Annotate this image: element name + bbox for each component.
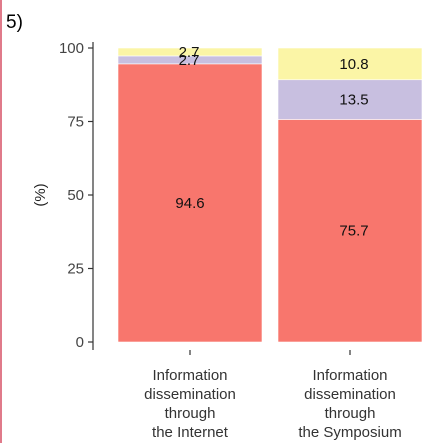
y-axis: 0 25 50 75 100 (59, 40, 351, 355)
category-label-line: Information (312, 367, 387, 384)
data-label: 13.5 (339, 91, 368, 108)
category-label: Information dissemination through the Inter… (144, 367, 236, 441)
data-label: 2.7 (179, 52, 200, 69)
y-tick-label: 50 (67, 187, 84, 204)
category-label-line: dissemination (304, 386, 396, 403)
data-label: 2.7 (179, 44, 200, 61)
data-label: 94.6 (175, 195, 204, 212)
y-tick-label: 25 (67, 261, 84, 278)
bar-segment (277, 47, 423, 81)
y-tick-label: 0 (76, 334, 84, 351)
bar-segment (277, 119, 423, 343)
category-labels-layer: Information dissemination through the Inter… (144, 367, 402, 441)
data-labels-layer: 94.6 2.72.7 75.7 13.5 10.8 (175, 44, 368, 240)
category-label-line: Information (152, 367, 227, 384)
category-label-line: the Internet (152, 424, 229, 441)
category-label-line: through (325, 405, 376, 422)
y-tick-label: 100 (59, 40, 84, 57)
bars-layer (117, 47, 423, 343)
bar-segment (117, 47, 263, 57)
panel-label: 5) (6, 12, 23, 33)
y-tick-label: 75 (67, 114, 84, 131)
category-label-line: through (165, 405, 216, 422)
category-label: Information dissemination through the Sympo… (298, 367, 401, 441)
data-label: 10.8 (339, 56, 368, 73)
category-label-line: dissemination (144, 386, 236, 403)
category-label-line: the Symposium (298, 424, 401, 441)
left-edge-rule (0, 0, 2, 443)
bar-segment (277, 79, 423, 120)
data-label: 75.7 (339, 223, 368, 240)
bar-segment (117, 63, 263, 343)
y-axis-title: (%) (32, 183, 49, 206)
